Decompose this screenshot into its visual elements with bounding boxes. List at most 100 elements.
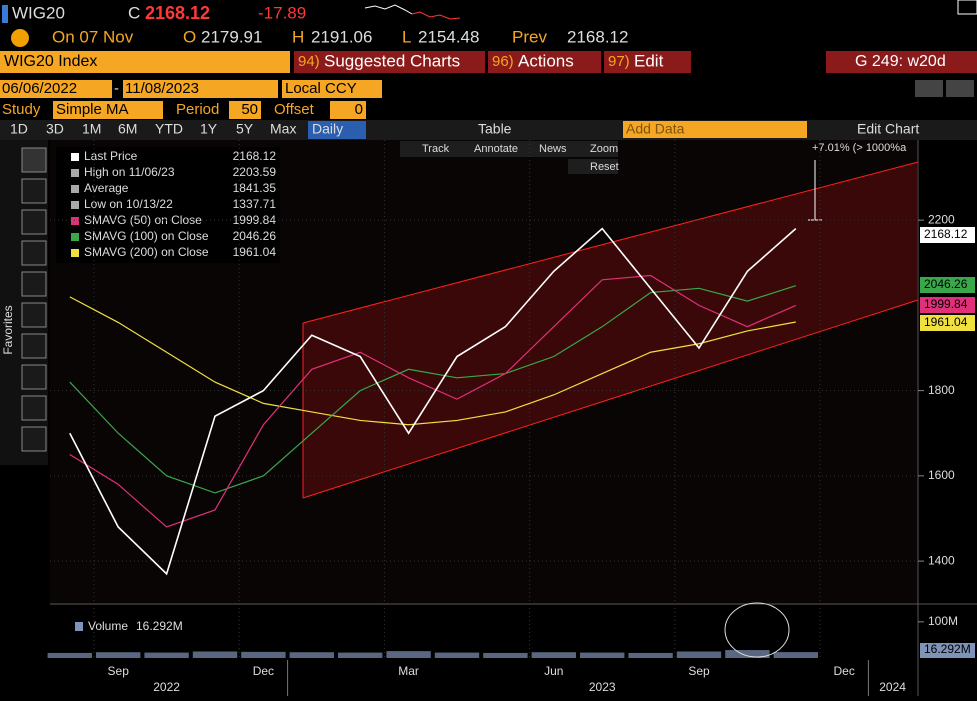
close: 2168.12: [145, 3, 210, 23]
series-line: [69, 227, 797, 576]
legend-value: 1961.04: [233, 245, 277, 259]
tool-button[interactable]: Zoom: [590, 143, 618, 155]
value-tag: [920, 277, 975, 293]
button-number: 97): [608, 53, 630, 70]
x-tick-label: Sep: [688, 664, 710, 678]
volume-bar: [580, 652, 625, 658]
tool-icon[interactable]: [21, 271, 47, 297]
volume-bar: [338, 652, 383, 658]
add-data-field[interactable]: [623, 121, 807, 138]
legend-value: 2046.26: [233, 229, 277, 243]
legend-label: SMAVG (100) on Close: [84, 229, 209, 243]
close-label: C: [128, 3, 140, 22]
frequency: Daily: [312, 121, 343, 137]
currency-field[interactable]: [282, 80, 382, 98]
period-button[interactable]: 1Y: [200, 121, 218, 137]
table[interactable]: Table: [478, 121, 512, 137]
tool-icon[interactable]: [21, 240, 47, 266]
value-tag-label: 2168.12: [924, 227, 968, 241]
y-tick-label: 2200: [928, 212, 955, 226]
offset-field[interactable]: [330, 101, 366, 119]
channel: [303, 162, 918, 498]
legend-label: Last Price: [84, 149, 138, 163]
legend-value: 1841.35: [233, 181, 277, 195]
legend-swatch: [71, 217, 79, 225]
period-button[interactable]: 5Y: [236, 121, 254, 137]
volume-bar: [676, 651, 722, 658]
tool-bar: [400, 141, 618, 157]
tool-button[interactable]: Track: [422, 143, 450, 155]
period-label: Period: [176, 101, 219, 118]
period-button[interactable]: Max: [270, 121, 296, 137]
security-field[interactable]: [0, 51, 290, 73]
period-button[interactable]: YTD: [155, 121, 183, 137]
tool-button[interactable]: Annotate: [474, 143, 518, 155]
study: Simple MA: [56, 101, 129, 118]
volume-bar: [483, 652, 528, 658]
volume-bar: [531, 652, 576, 658]
tool-icon[interactable]: [21, 209, 47, 235]
study-field[interactable]: [53, 101, 163, 119]
volume-bar: [386, 651, 431, 658]
legend-swatch: [71, 233, 79, 241]
security: WIG20 Index: [4, 53, 97, 70]
period-field[interactable]: [229, 101, 261, 119]
tool-icon[interactable]: [21, 395, 47, 421]
tool-icon[interactable]: [21, 302, 47, 328]
redo[interactable]: [946, 80, 974, 97]
period-button[interactable]: 6M: [118, 121, 137, 137]
study-label: Study: [2, 101, 41, 118]
tool-button[interactable]: Reset: [590, 161, 619, 173]
y-tick-label: 100M: [928, 614, 958, 628]
end-date-field[interactable]: [123, 80, 278, 98]
function-box: [826, 51, 977, 73]
edit-chart[interactable]: Edit Chart: [857, 121, 919, 137]
value-tag: [920, 315, 975, 331]
tool-icon[interactable]: [21, 364, 47, 390]
x-tick-label: Mar: [398, 664, 419, 678]
currency: Local CCY: [285, 80, 357, 97]
tool-icon[interactable]: [21, 147, 47, 173]
start-date-field[interactable]: [0, 80, 112, 98]
volume-bar: [725, 650, 770, 658]
toolbar-button[interactable]: [488, 51, 601, 73]
frequency-field[interactable]: [308, 121, 366, 139]
button-label: Edit: [634, 51, 664, 70]
period-button[interactable]: 3D: [46, 121, 64, 137]
legend-swatch: [71, 185, 79, 193]
sparkline: [364, 4, 413, 15]
value-tag-label: 2046.26: [924, 277, 968, 291]
volume-bar: [434, 652, 480, 658]
open: 2179.91: [201, 27, 262, 46]
volume-legend-value: 16.292M: [136, 619, 183, 633]
year-label: 2023: [589, 680, 616, 694]
channel-line: [302, 299, 919, 499]
legend-label: SMAVG (200) on Close: [84, 245, 209, 259]
window-button[interactable]: [957, 0, 977, 15]
start-date: 06/06/2022: [2, 80, 77, 97]
tool-icon[interactable]: [21, 426, 47, 452]
x-tick-label: Dec: [253, 664, 274, 678]
volume-bar: [289, 652, 334, 658]
high-label: H: [292, 27, 304, 46]
button-label: Actions: [518, 51, 574, 70]
add-data: Add Data: [626, 121, 685, 137]
toolbar-button[interactable]: [294, 51, 485, 73]
tool-icon[interactable]: [21, 178, 47, 204]
value-tag-label: 16.292M: [924, 642, 971, 656]
sidebar-label: Favorites: [1, 305, 15, 354]
period-button[interactable]: 1M: [82, 121, 101, 137]
button-number: 94): [298, 53, 320, 70]
undo[interactable]: [915, 80, 943, 97]
period-button[interactable]: 1D: [10, 121, 28, 137]
ticker: WIG20: [12, 3, 65, 22]
value-tag-label: 1961.04: [924, 315, 968, 329]
legend-swatch: [71, 249, 79, 257]
toolbar-button[interactable]: [604, 51, 691, 73]
y-tick-label: 1400: [928, 553, 955, 567]
sparkline: [411, 11, 461, 20]
volume-legend: Volume: [88, 619, 128, 633]
tool-button[interactable]: News: [539, 143, 567, 155]
tool-icon[interactable]: [21, 333, 47, 359]
